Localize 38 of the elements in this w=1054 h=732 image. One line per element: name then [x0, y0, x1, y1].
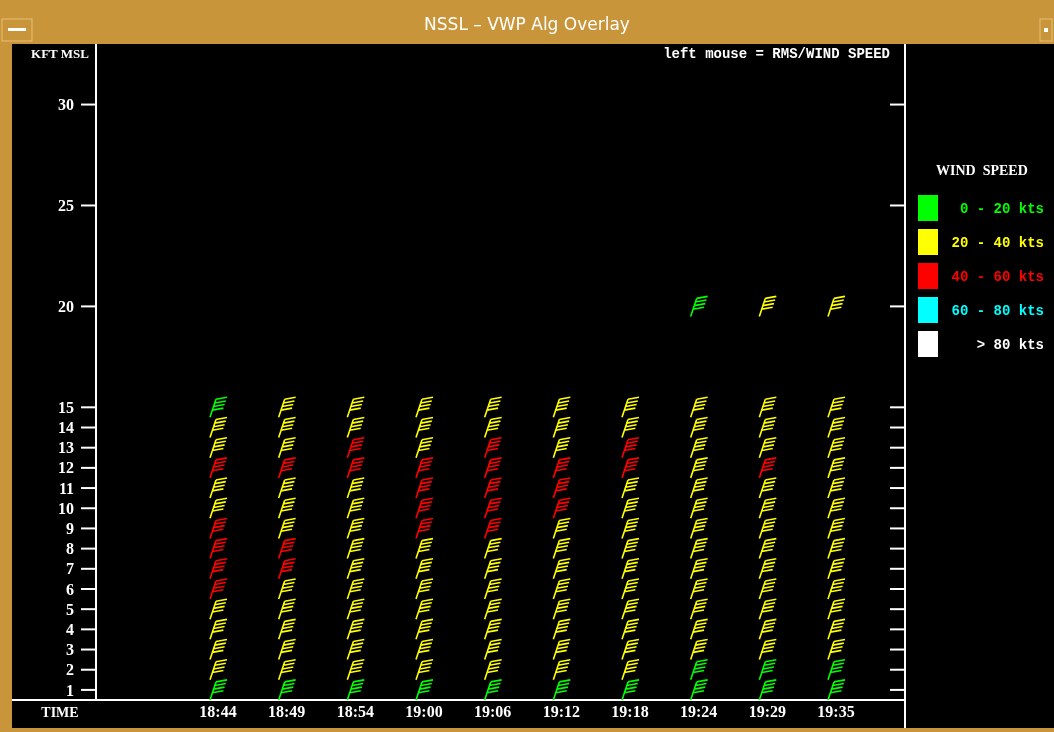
annotation: left mouse = RMS/WIND SPEED [663, 46, 890, 62]
y-tick-label: 9 [66, 520, 74, 538]
y-tick-label: 1 [66, 681, 74, 699]
y-tick-label: 4 [66, 620, 74, 638]
y-tick-label: 15 [58, 398, 74, 416]
x-tick-label: 18:49 [268, 703, 306, 720]
y-tick-label: 13 [58, 439, 74, 457]
x-axis-title: TIME [41, 705, 79, 720]
y-tick-label: 12 [58, 459, 74, 477]
y-tick-label: 2 [66, 661, 74, 679]
y-tick-label: 10 [58, 499, 74, 517]
y-tick-label: 7 [66, 560, 74, 578]
x-tick-label: 19:00 [405, 703, 443, 720]
x-tick-label: 19:24 [680, 703, 718, 720]
y-tick-label: 30 [58, 96, 74, 114]
y-tick-label: 14 [58, 419, 74, 437]
x-tick-label: 18:44 [199, 703, 237, 720]
y-tick-label: 5 [66, 600, 74, 618]
legend-label: 0 - 20 kts [959, 201, 1044, 217]
x-tick-label: 19:35 [817, 703, 855, 720]
y-tick-label: 3 [66, 641, 74, 659]
legend-label: 60 - 80 kts [951, 303, 1044, 319]
y-tick-label: 8 [66, 540, 74, 558]
y-axis-title: KFT MSL [31, 46, 90, 61]
legend-label: 20 - 40 kts [951, 235, 1044, 251]
y-tick-label: 11 [58, 479, 74, 497]
chart-title: NSSL – VWP Alg Overlay [424, 14, 630, 34]
legend-title: WIND SPEED [936, 163, 1028, 178]
y-tick-label: 25 [58, 197, 74, 215]
x-tick-label: 19:06 [474, 703, 512, 720]
y-tick-label: 6 [66, 580, 74, 598]
legend-label: 40 - 60 kts [951, 269, 1044, 285]
x-tick-label: 19:12 [542, 703, 580, 720]
x-tick-label: 18:54 [336, 703, 374, 720]
legend-label: > 80 kts [976, 337, 1044, 353]
x-tick-label: 19:18 [611, 703, 649, 720]
y-tick-label: 20 [58, 298, 74, 315]
x-tick-label: 19:29 [748, 703, 786, 720]
